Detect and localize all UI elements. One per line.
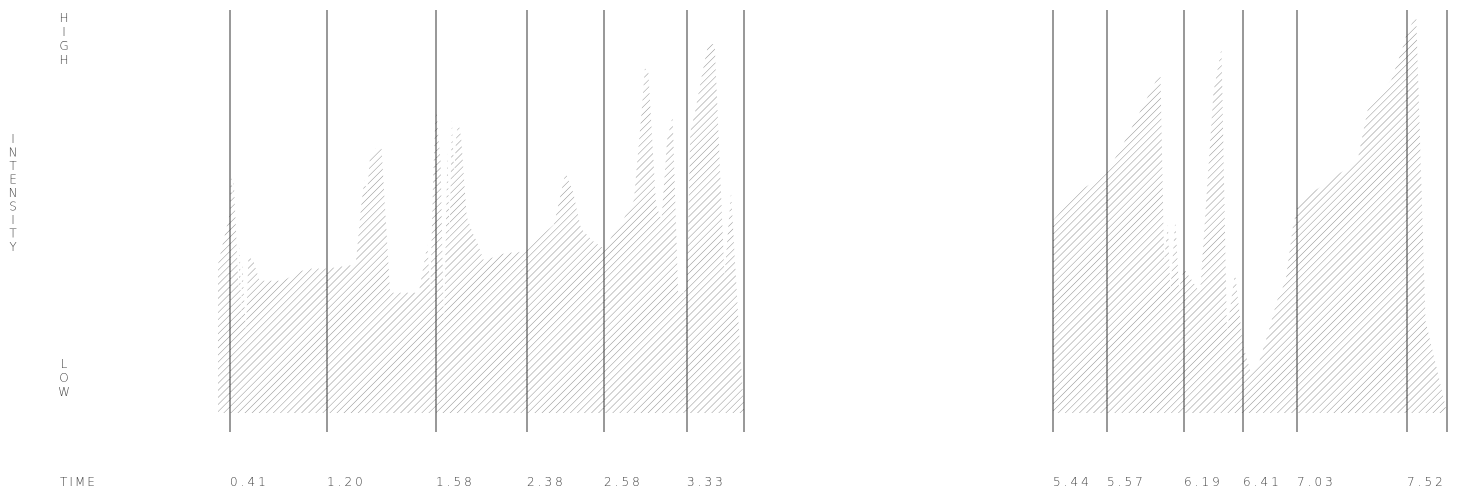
- y-axis-labels: H I G H I N T E N S I T Y L O W: [9, 11, 70, 399]
- time-tick-label: 0.41: [230, 475, 269, 489]
- time-tick-label: 3.33: [687, 475, 726, 489]
- time-tick-label: 6.41: [1243, 475, 1282, 489]
- time-marker-layer: [229, 10, 1448, 432]
- intensity-area-2: [1053, 16, 1447, 413]
- x-axis-labels: TIME 0.41 1.20 1.58 2.38 2.58 3.33 5.44 5.57 6.19…: [60, 475, 1446, 489]
- time-tick-label: 7.52: [1407, 475, 1446, 489]
- intensity-area-1: [218, 44, 744, 413]
- time-tick-label: 2.58: [604, 475, 643, 489]
- time-tick-label: 1.20: [327, 475, 366, 489]
- time-tick-label: 5.44: [1053, 475, 1092, 489]
- time-tick-label: 2.38: [527, 475, 566, 489]
- time-tick-label: 5.57: [1107, 475, 1146, 489]
- area-layer: [218, 16, 1447, 413]
- time-tick-label: 6.19: [1184, 475, 1223, 489]
- time-tick-label: 7.03: [1297, 475, 1336, 489]
- time-tick-label: 1.58: [436, 475, 475, 489]
- x-axis-title: TIME: [60, 475, 97, 489]
